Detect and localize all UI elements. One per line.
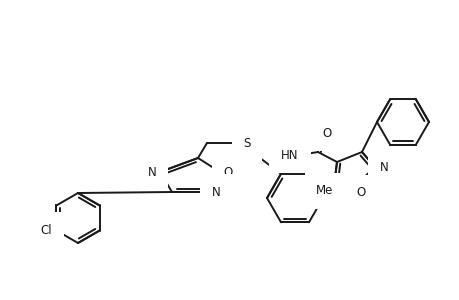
- Text: S: S: [243, 136, 250, 149]
- Text: O: O: [223, 166, 232, 178]
- Text: Me: Me: [316, 184, 333, 197]
- Text: HN: HN: [280, 148, 298, 161]
- Text: N: N: [147, 166, 156, 178]
- Text: N: N: [379, 160, 387, 173]
- Text: Cl: Cl: [40, 224, 52, 237]
- Text: O: O: [356, 187, 365, 200]
- Text: O: O: [322, 127, 331, 140]
- Text: N: N: [211, 185, 220, 199]
